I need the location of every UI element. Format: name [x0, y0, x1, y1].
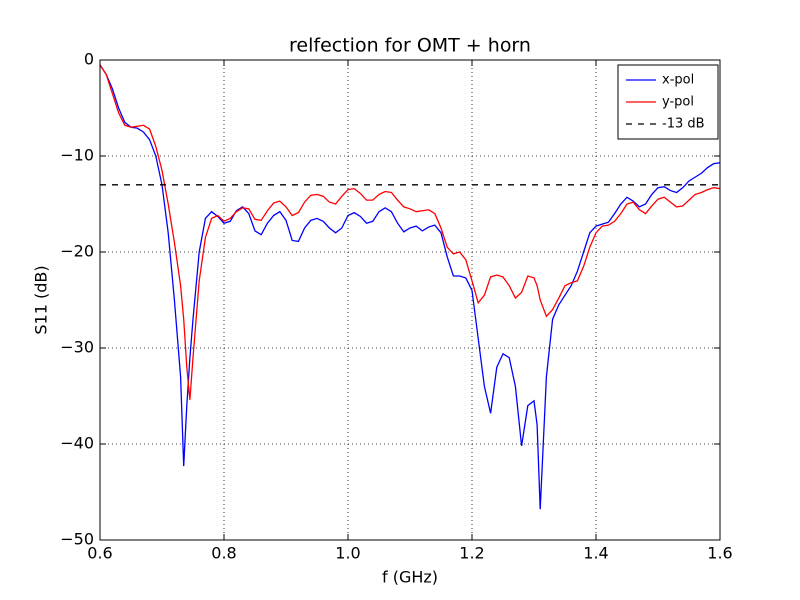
y-tick-label: −20: [60, 242, 94, 261]
y-tick-label: −40: [60, 434, 94, 453]
legend: x-pol y-pol -13 dB: [617, 64, 719, 140]
y-tick-label: −10: [60, 146, 94, 165]
chart-title: relfection for OMT + horn: [289, 35, 531, 57]
x-tick-label: 1.4: [583, 544, 608, 563]
x-tick-label: 1.0: [335, 544, 360, 563]
legend-label: y-pol: [662, 95, 694, 110]
y-tick-label: −50: [60, 530, 94, 549]
plot-frame: [99, 59, 721, 541]
x-tick-label: 0.6: [87, 544, 112, 563]
y-tick-label: 0: [84, 50, 94, 69]
series-line: [99, 64, 721, 510]
x-tick-label: 0.8: [211, 544, 236, 563]
x-axis-label: f (GHz): [382, 568, 438, 587]
legend-label: -13 dB: [662, 117, 705, 132]
y-tick-label: −30: [60, 338, 94, 357]
x-tick-label: 1.6: [707, 544, 732, 563]
y-axis-label: S11 (dB): [32, 265, 51, 334]
legend-label: x-pol: [662, 73, 694, 88]
x-tick-label: 1.2: [459, 544, 484, 563]
series-line: [99, 64, 721, 400]
